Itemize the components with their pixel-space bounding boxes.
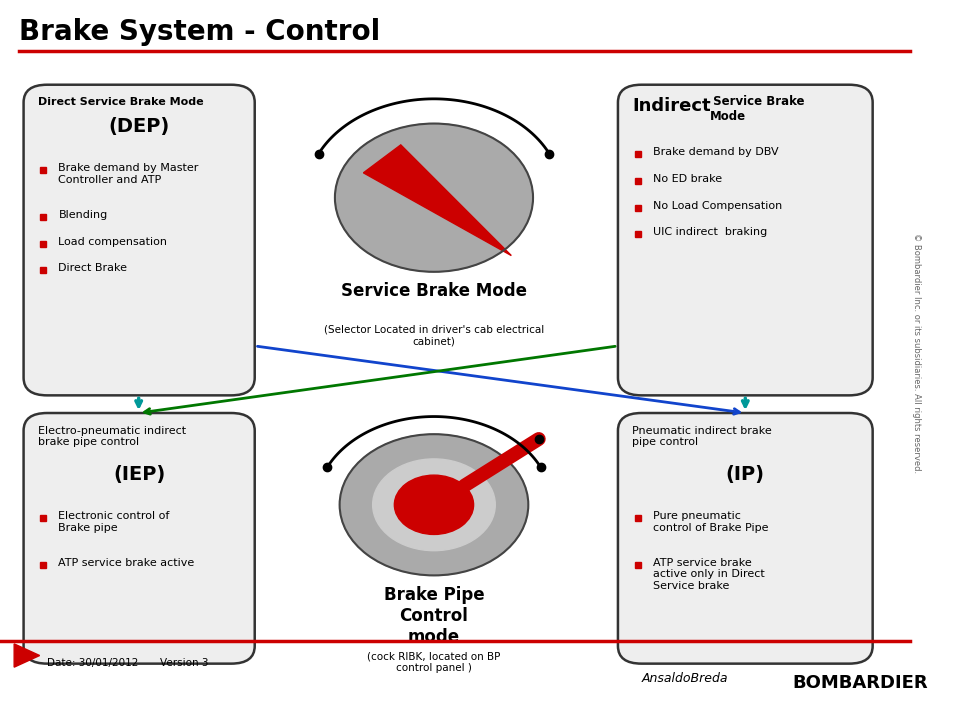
Text: Pure pneumatic
control of Brake Pipe: Pure pneumatic control of Brake Pipe	[653, 511, 768, 533]
Text: Indirect: Indirect	[632, 97, 710, 115]
Text: (DEP): (DEP)	[108, 117, 170, 136]
Text: © Bombardier Inc. or its subsidiaries. All rights reserved.: © Bombardier Inc. or its subsidiaries. A…	[913, 233, 922, 473]
Text: Direct Brake: Direct Brake	[59, 263, 128, 273]
FancyBboxPatch shape	[24, 85, 254, 395]
Text: No Load Compensation: No Load Compensation	[653, 201, 782, 210]
Text: Electronic control of
Brake pipe: Electronic control of Brake pipe	[59, 511, 170, 533]
Polygon shape	[14, 644, 39, 667]
Text: Brake System - Control: Brake System - Control	[19, 18, 380, 46]
Text: (Selector Located in driver's cab electrical
cabinet): (Selector Located in driver's cab electr…	[324, 325, 544, 347]
Text: (IEP): (IEP)	[113, 465, 165, 484]
Text: Blending: Blending	[59, 210, 108, 220]
Text: Direct Service Brake Mode: Direct Service Brake Mode	[37, 97, 204, 107]
FancyBboxPatch shape	[618, 413, 873, 664]
Text: Electro-pneumatic indirect
brake pipe control: Electro-pneumatic indirect brake pipe co…	[37, 426, 186, 448]
Text: AnsaldoBreda: AnsaldoBreda	[641, 672, 728, 685]
FancyBboxPatch shape	[618, 85, 873, 395]
Text: BOMBARDIER: BOMBARDIER	[792, 674, 928, 692]
FancyBboxPatch shape	[24, 413, 254, 664]
Text: (IP): (IP)	[726, 465, 765, 484]
Circle shape	[335, 124, 533, 272]
Text: Brake Pipe
Control
mode: Brake Pipe Control mode	[384, 586, 484, 645]
Text: Brake demand by Master
Controller and ATP: Brake demand by Master Controller and AT…	[59, 163, 199, 185]
Circle shape	[372, 459, 495, 551]
Text: Brake demand by DBV: Brake demand by DBV	[653, 147, 779, 157]
Polygon shape	[364, 145, 512, 256]
Circle shape	[395, 475, 473, 534]
Text: Service Brake
Mode: Service Brake Mode	[709, 95, 804, 124]
Circle shape	[340, 434, 528, 575]
Text: Service Brake Mode: Service Brake Mode	[341, 282, 527, 300]
Text: Version 3: Version 3	[160, 658, 209, 668]
Text: (cock RIBK, located on BP
control panel ): (cock RIBK, located on BP control panel …	[368, 652, 501, 674]
Text: ATP service brake active: ATP service brake active	[59, 558, 195, 568]
Text: No ED brake: No ED brake	[653, 174, 722, 184]
Text: ATP service brake
active only in Direct
Service brake: ATP service brake active only in Direct …	[653, 558, 764, 591]
Text: Date: 30/01/2012: Date: 30/01/2012	[47, 658, 138, 668]
Text: Load compensation: Load compensation	[59, 237, 167, 246]
Text: Pneumatic indirect brake
pipe control: Pneumatic indirect brake pipe control	[632, 426, 772, 448]
Text: UIC indirect  braking: UIC indirect braking	[653, 227, 767, 237]
